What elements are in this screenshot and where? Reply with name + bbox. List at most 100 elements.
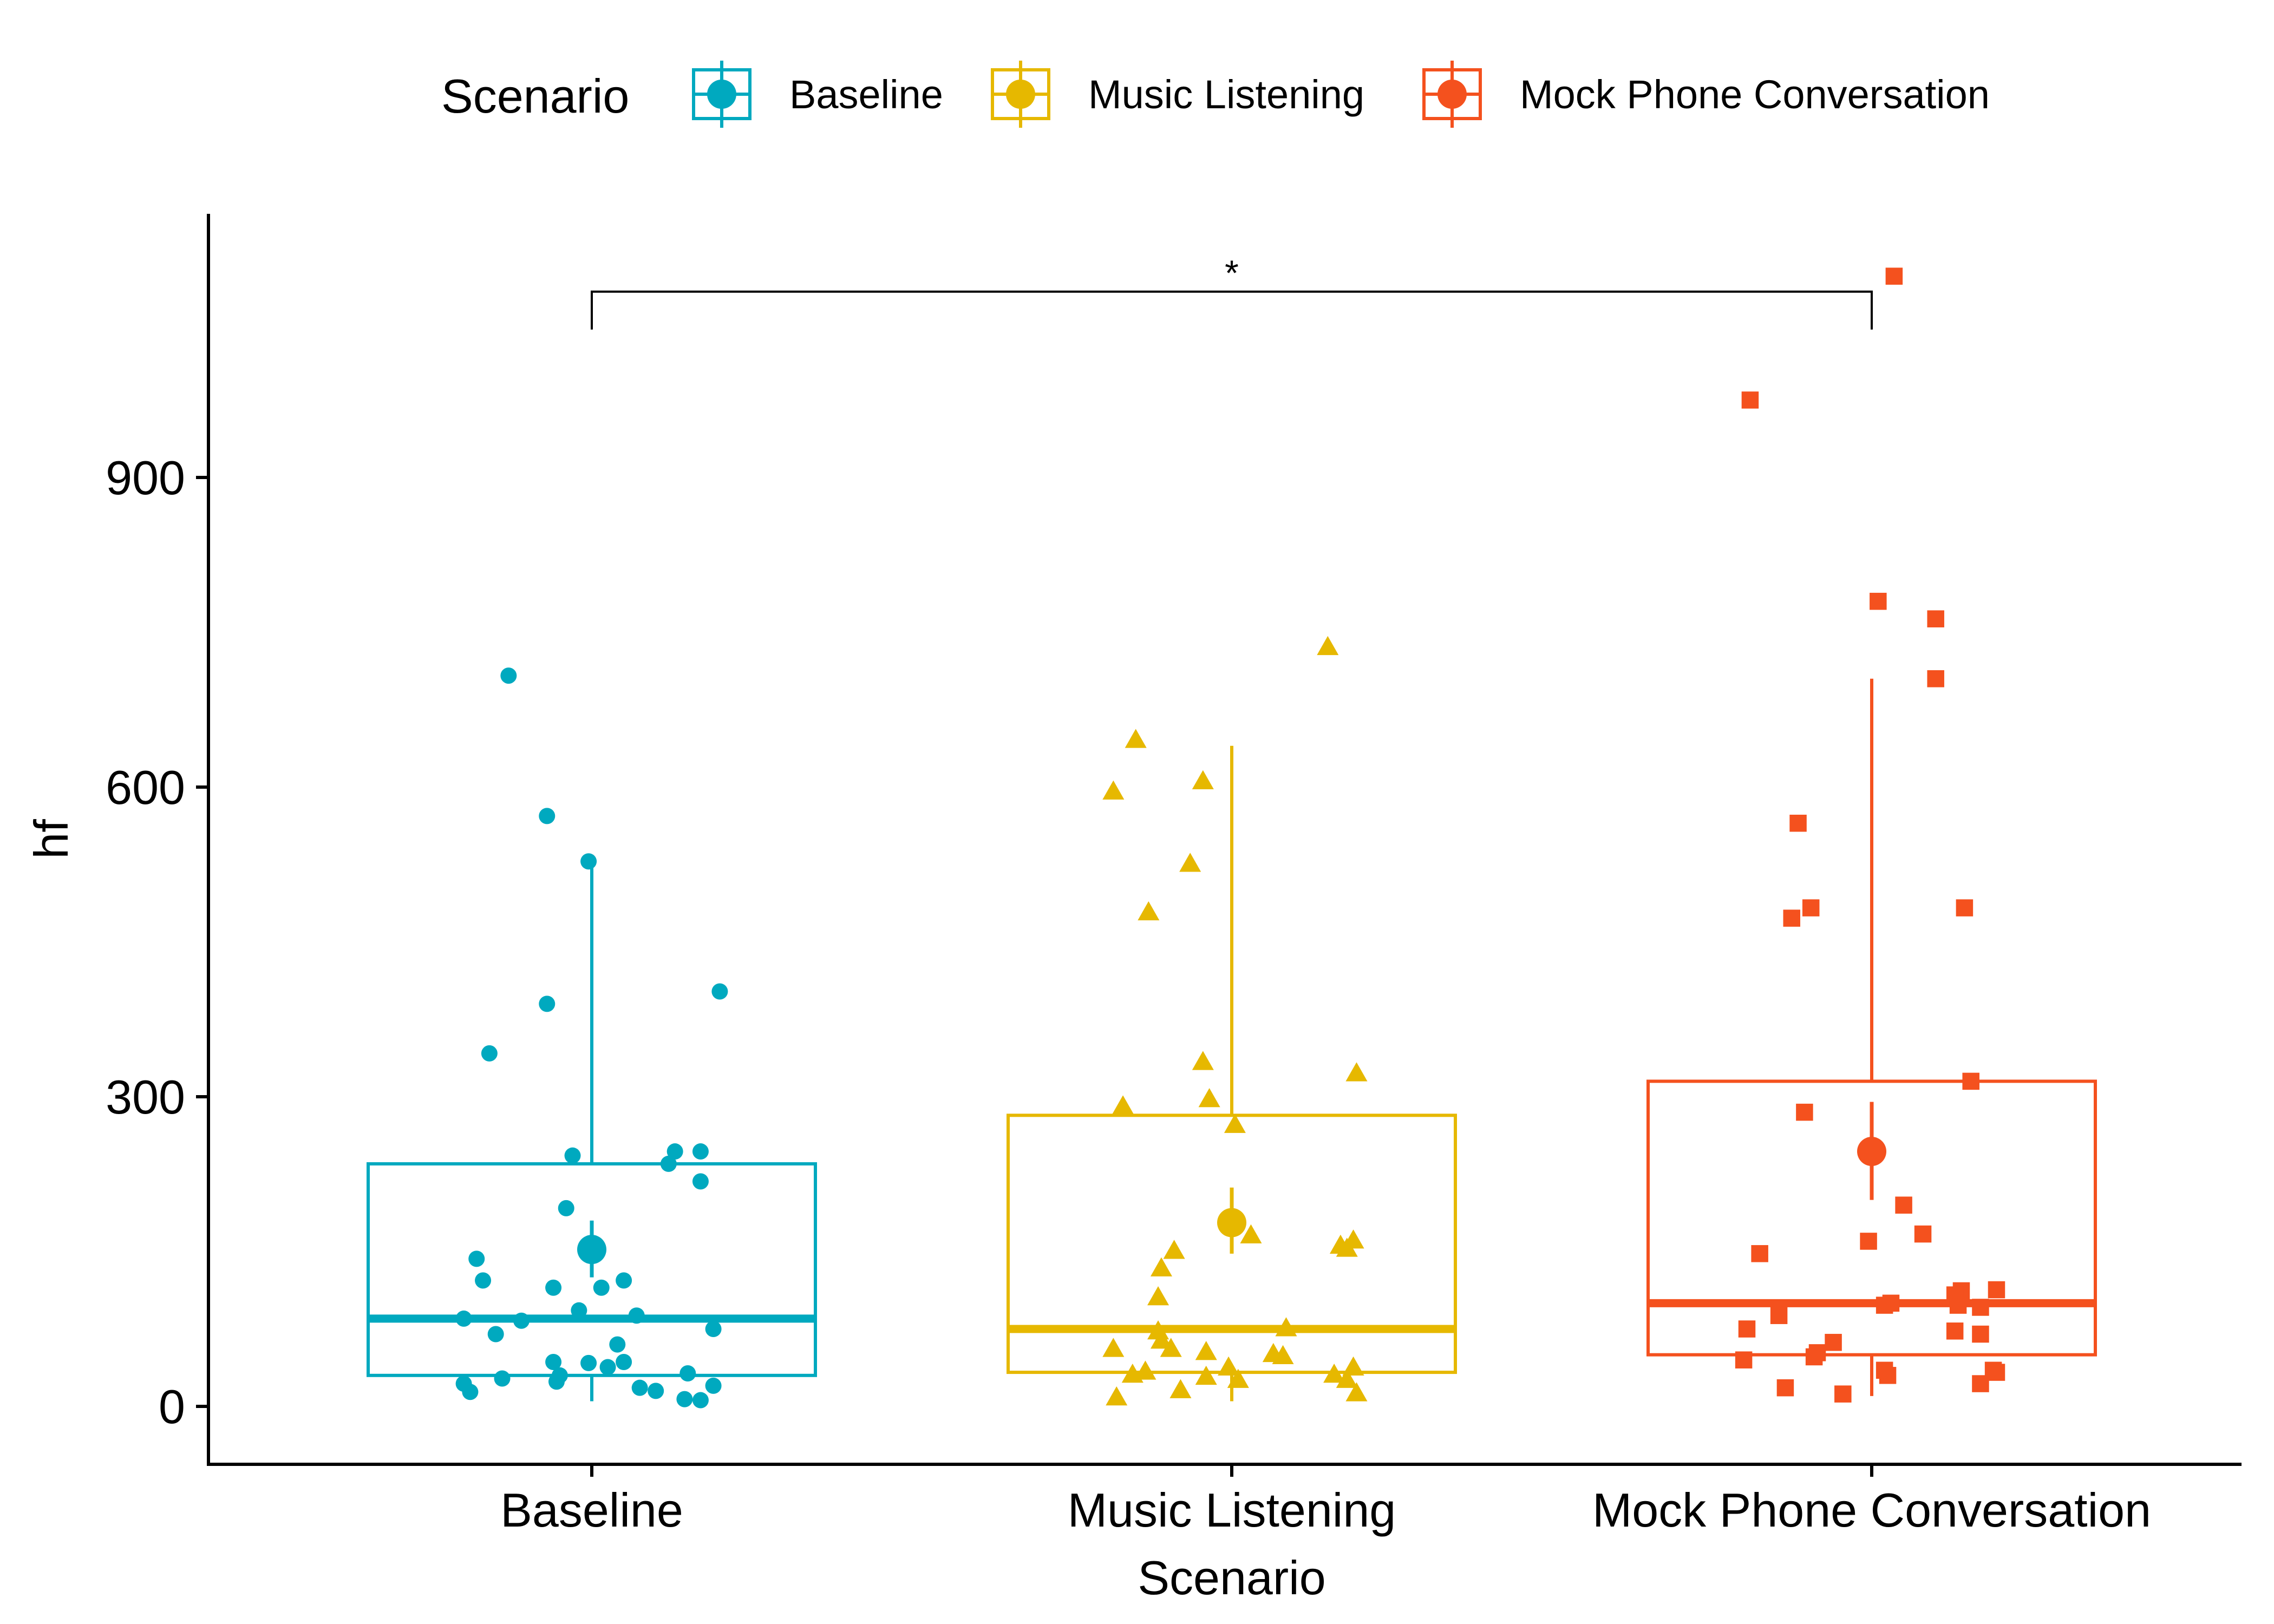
legend-key-mean	[1006, 80, 1035, 109]
data-point	[666, 1143, 683, 1160]
data-point	[1336, 1368, 1358, 1388]
data-point	[481, 1045, 498, 1062]
data-point	[1160, 1338, 1182, 1357]
data-point	[1946, 1322, 1964, 1340]
series-music-listening	[1007, 636, 1457, 1406]
data-point	[1895, 1196, 1912, 1214]
mean-marker	[1217, 1208, 1246, 1237]
data-point	[571, 1302, 587, 1319]
data-point	[1789, 814, 1807, 832]
data-point	[1834, 1385, 1852, 1403]
data-point	[1956, 899, 1974, 916]
x-tick-label-baseline: Baseline	[500, 1483, 683, 1537]
data-point	[1272, 1345, 1294, 1364]
box	[1646, 1079, 2097, 1357]
data-point	[1179, 853, 1201, 872]
legend-label-baseline: Baseline	[789, 72, 943, 117]
data-point	[1192, 1051, 1214, 1070]
data-point	[692, 1143, 709, 1160]
x-tick-label-music-listening: Music Listening	[1068, 1483, 1396, 1537]
data-point	[1776, 1379, 1794, 1397]
legend: Scenario Baseline Music Listening Mock P…	[441, 61, 1990, 128]
y-tick-label: 600	[106, 761, 185, 814]
data-point	[1927, 610, 1944, 627]
y-tick-label: 900	[106, 451, 185, 505]
data-point	[1134, 1360, 1156, 1380]
significance-bracket-line	[591, 290, 1873, 330]
data-point	[1876, 1296, 1893, 1314]
significance-bracket: *	[591, 253, 1873, 330]
x-tick-label-mock-phone-conversation: Mock Phone Conversation	[1592, 1483, 2151, 1537]
data-point	[1336, 1237, 1358, 1257]
legend-entry-baseline: Baseline	[692, 61, 943, 128]
data-point	[1121, 1364, 1143, 1383]
data-point	[1125, 729, 1147, 748]
data-point	[580, 1354, 597, 1371]
data-point	[628, 1307, 645, 1324]
data-point	[1741, 391, 1759, 409]
data-point	[648, 1383, 664, 1399]
data-point	[545, 1279, 562, 1296]
data-point	[676, 1391, 693, 1407]
box	[367, 1162, 817, 1377]
data-point	[1163, 1240, 1185, 1259]
y-axis-title: hf	[24, 819, 78, 859]
data-point	[679, 1365, 696, 1381]
data-point	[1879, 1367, 1897, 1384]
data-point	[1218, 1356, 1240, 1376]
data-point	[1914, 1225, 1932, 1243]
data-point	[1240, 1224, 1262, 1243]
data-point	[1323, 1364, 1345, 1383]
data-point	[1106, 1386, 1128, 1406]
legend-title: Scenario	[441, 69, 629, 123]
data-point	[616, 1354, 632, 1371]
data-point	[548, 1373, 565, 1390]
data-point	[455, 1310, 472, 1327]
mean-marker	[1857, 1137, 1886, 1167]
data-point	[631, 1379, 648, 1396]
data-point	[558, 1200, 574, 1216]
data-point	[1825, 1334, 1842, 1351]
data-point	[1885, 267, 1903, 285]
data-point	[1870, 593, 1887, 610]
significance-label: *	[1225, 253, 1239, 293]
data-point	[539, 808, 556, 824]
data-point	[1802, 899, 1820, 916]
data-point	[462, 1384, 479, 1400]
y-tick-label: 300	[106, 1070, 185, 1124]
data-point	[1972, 1325, 1989, 1343]
data-point	[1738, 1320, 1756, 1338]
data-point	[1147, 1286, 1169, 1306]
data-point	[1102, 1338, 1125, 1357]
data-point	[513, 1312, 530, 1329]
data-point	[1751, 1245, 1768, 1262]
data-point	[1317, 636, 1339, 656]
data-point	[468, 1250, 485, 1267]
legend-label-music-listening: Music Listening	[1088, 72, 1364, 117]
legend-entry-mock-phone-conversation: Mock Phone Conversation	[1422, 61, 1990, 128]
data-point	[1735, 1351, 1753, 1368]
series-mock-phone-conversation	[1646, 267, 2097, 1403]
legend-key-music-listening	[991, 61, 1050, 128]
data-point	[1796, 1103, 1813, 1121]
data-point	[1150, 1330, 1172, 1349]
data-point	[1102, 780, 1125, 800]
data-point	[1224, 1114, 1246, 1133]
data-point	[1275, 1317, 1297, 1337]
data-point	[1988, 1281, 2005, 1299]
data-point	[487, 1326, 504, 1343]
plot-area	[367, 267, 2097, 1409]
data-point	[545, 1354, 562, 1371]
series-baseline	[367, 667, 817, 1409]
data-point	[1949, 1296, 1967, 1314]
data-point	[1927, 670, 1944, 687]
data-point	[609, 1336, 626, 1353]
data-point	[580, 853, 597, 870]
data-point	[1988, 1364, 2005, 1381]
data-point	[1195, 1365, 1217, 1385]
data-point	[1783, 909, 1800, 927]
data-point	[1169, 1379, 1192, 1398]
x-axis-ticks: Baseline Music Listening Mock Phone Conver…	[500, 1464, 2151, 1537]
data-point	[500, 667, 517, 684]
